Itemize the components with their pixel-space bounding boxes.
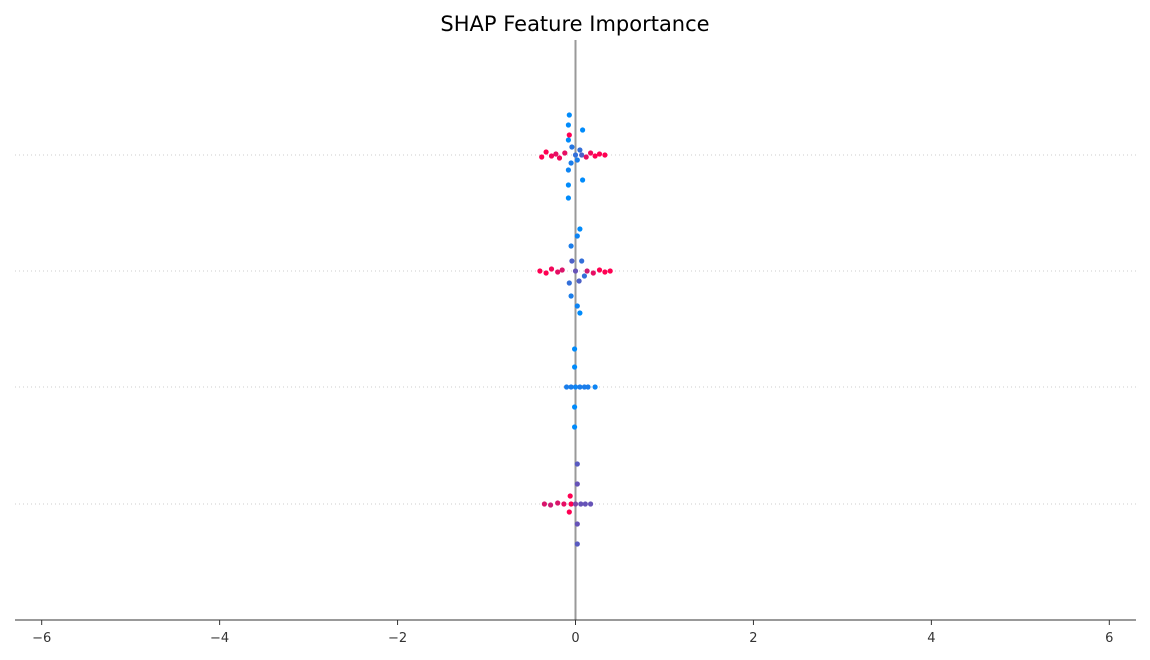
scatter-points <box>537 112 613 547</box>
shap-point <box>572 384 579 390</box>
shap-point <box>572 268 579 274</box>
shap-point <box>580 177 586 183</box>
shap-point <box>541 501 548 507</box>
shap-point <box>566 132 572 138</box>
shap-point <box>565 182 572 188</box>
x-tick-label: 0 <box>571 631 579 646</box>
shap-point <box>574 233 580 239</box>
shap-point <box>588 501 594 507</box>
shap-point <box>584 268 590 274</box>
shap-point <box>574 157 580 163</box>
shap-point <box>561 501 567 507</box>
chart-title: SHAP Feature Importance <box>440 12 709 36</box>
shap-point <box>592 153 598 159</box>
shap-point <box>596 151 603 157</box>
shap-point <box>576 278 582 284</box>
shap-point <box>585 384 591 390</box>
shap-point <box>577 147 583 153</box>
shap-point <box>566 112 572 118</box>
shap-point <box>556 155 563 161</box>
shap-point <box>569 258 575 264</box>
shap-point <box>572 152 579 158</box>
shap-point <box>555 500 561 506</box>
shap-point <box>543 149 549 155</box>
x-axis-ticks: −6 −4 −2 0 2 4 6 <box>32 620 1113 646</box>
shap-point <box>568 160 574 166</box>
shap-point <box>578 501 584 507</box>
shap-point <box>579 152 585 158</box>
x-tick-label: −6 <box>32 631 51 646</box>
x-tick-label: −2 <box>388 631 407 646</box>
shap-point <box>592 384 598 390</box>
shap-point <box>565 167 572 173</box>
shap-point <box>572 364 578 370</box>
shap-point <box>566 509 572 515</box>
shap-point <box>577 226 583 232</box>
shap-point <box>543 270 549 276</box>
shap-point <box>566 280 572 286</box>
shap-point <box>568 293 574 299</box>
shap-point <box>572 404 578 410</box>
shap-point <box>574 303 580 309</box>
shap-point <box>574 541 580 547</box>
shap-point <box>559 267 565 273</box>
x-tick-label: 4 <box>927 631 935 646</box>
shap-point <box>568 501 574 507</box>
shap-point <box>607 268 613 274</box>
x-tick-label: −4 <box>210 631 229 646</box>
shap-point <box>569 144 575 150</box>
shap-point <box>574 461 580 467</box>
shap-point <box>572 424 578 430</box>
shap-point <box>537 268 543 274</box>
shap-point <box>565 137 572 143</box>
shap-point <box>555 269 561 275</box>
shap-point <box>548 502 554 508</box>
shap-point <box>565 195 572 201</box>
shap-point <box>539 154 545 160</box>
shap-point <box>596 267 603 273</box>
shap-point <box>581 384 588 390</box>
shap-point <box>548 266 555 272</box>
shap-point <box>602 269 608 275</box>
shap-point <box>602 152 608 158</box>
shap-point <box>567 493 573 499</box>
shap-point <box>582 501 588 507</box>
shap-point <box>568 243 574 249</box>
shap-point <box>548 153 555 159</box>
shap-point <box>574 521 580 527</box>
shap-point <box>553 151 559 157</box>
shap-point <box>565 122 572 128</box>
shap-point <box>590 270 596 276</box>
shap-point <box>581 273 588 279</box>
x-tick-label: 6 <box>1105 631 1113 646</box>
x-tick-label: 2 <box>749 631 757 646</box>
shap-point <box>588 150 594 156</box>
shap-point <box>583 154 589 160</box>
shap-point <box>577 384 583 390</box>
shap-point <box>564 384 570 390</box>
shap-point <box>568 384 574 390</box>
shap-point <box>574 481 580 487</box>
shap-point <box>577 310 583 316</box>
shap-point <box>579 258 585 264</box>
shap-point <box>572 501 579 507</box>
shap-point <box>562 150 568 156</box>
shap-point <box>572 346 578 352</box>
shap-point <box>580 127 586 133</box>
